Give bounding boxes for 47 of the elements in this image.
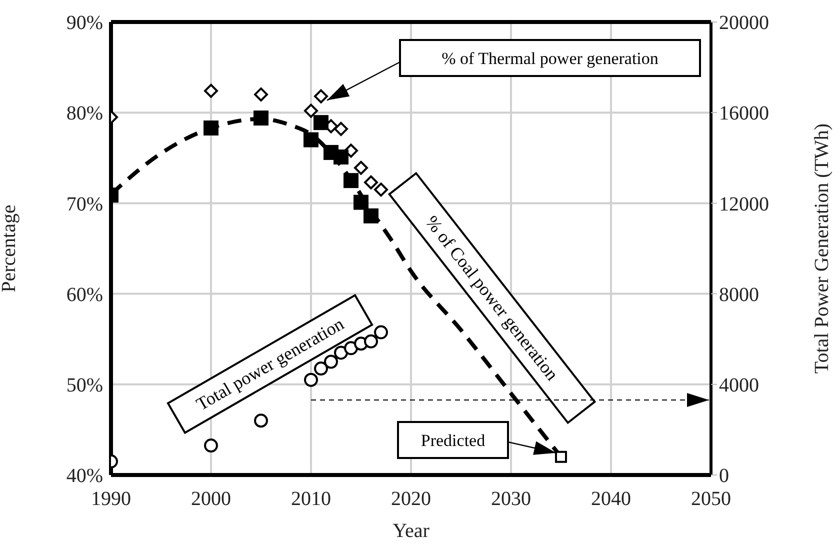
point [364,334,378,348]
point [204,84,218,98]
point [304,104,318,118]
point [314,115,328,130]
point [364,208,378,224]
y-tick-label: 80% [66,102,103,125]
y-tick-label: 40% [66,465,103,488]
point [364,175,378,190]
point [254,110,268,126]
point [304,372,318,387]
point [304,132,318,148]
point [354,194,368,210]
point [254,87,268,102]
x-tick-label: 2040 [591,488,631,510]
y2-tick-label: 16000 [719,102,769,125]
point [555,450,567,463]
y2-tick-label: 0 [719,465,729,488]
point [344,173,358,188]
point [334,122,348,136]
point [204,120,218,136]
y2-axis-title: Total Power Generation (TWh) [811,123,834,374]
y2-tick-label: 20000 [719,12,769,34]
point [374,325,388,340]
y2-tick-label: 12000 [719,193,769,216]
x-tick-label: 2050 [691,488,731,510]
point [374,182,388,197]
y-axis-title: Percentage [0,204,20,292]
x-tick-label: 2000 [191,488,231,510]
point [204,438,218,453]
point [344,341,358,356]
x-tick-label: 1990 [91,488,131,510]
point [254,414,268,428]
y2-tick-label: 4000 [719,374,759,396]
y-tick-label: 50% [66,374,103,396]
annotation: % of Thermal power generation [442,49,659,68]
annotation: Predicted [420,431,486,450]
point [334,149,348,164]
y-tick-label: 90% [66,12,103,34]
x-tick-label: 2020 [391,488,431,510]
y-tick-label: 60% [66,284,103,306]
x-axis-title: Year [392,520,430,542]
y-tick-label: 70% [66,193,103,216]
point [314,89,328,104]
x-tick-label: 2010 [291,488,331,510]
point [354,160,368,175]
x-tick-label: 2030 [491,488,531,510]
y2-tick-label: 8000 [719,284,759,306]
